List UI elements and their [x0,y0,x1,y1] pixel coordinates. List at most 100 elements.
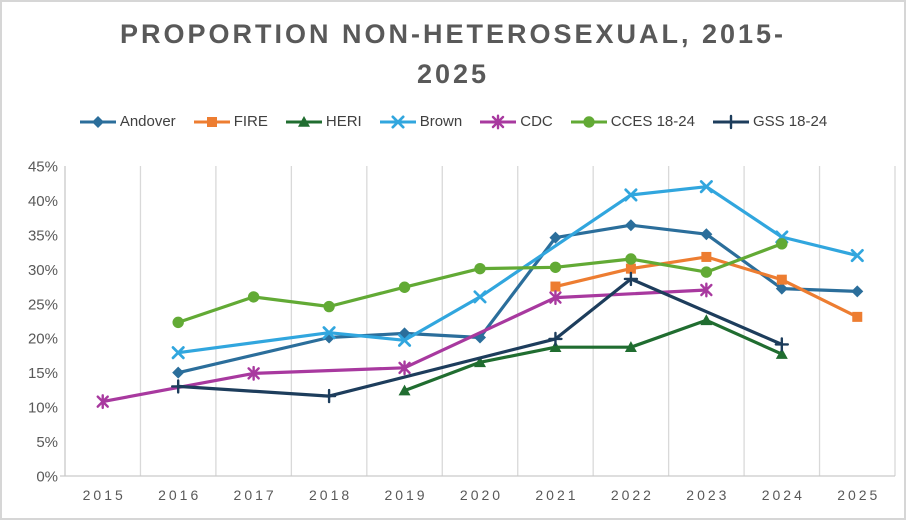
diamond-marker [775,282,788,295]
triangle-marker [624,341,637,352]
diamond-marker [549,231,562,244]
circle-marker [474,262,486,275]
x-tick-label: 2024 [762,487,805,503]
square-marker [206,116,217,127]
plus-marker [548,331,563,347]
series-line-cces-18-24 [176,242,784,324]
circle-marker [625,253,637,265]
star-marker [398,360,411,376]
legend-item-cces-18-24: CCES 18-24 [570,113,695,130]
triangle-marker [549,341,562,352]
circle-marker [398,281,411,293]
series-cdc [96,282,713,410]
x-tick-label: 2015 [83,487,126,503]
legend-label-andover: Andover [119,113,176,130]
legend-marker-brown [379,114,416,129]
y-tick-label: 10% [28,400,58,417]
legend-label-cdc: CDC [520,113,553,130]
x-tick-label: 2023 [686,487,729,503]
plus-marker [774,337,790,352]
plus-marker [623,271,639,287]
y-tick-label: 20% [28,331,58,348]
x-marker [391,114,405,129]
legend-item-brown: Brown [379,113,463,130]
triangle-marker [474,356,486,368]
y-tick-label: 40% [28,193,58,210]
star-marker [700,282,713,298]
legend-marker-fire [193,116,230,127]
square-marker [550,281,561,292]
diamond-marker [851,285,864,298]
x-tick-label: 2017 [234,487,277,503]
diamond-marker [91,115,104,128]
x-marker [397,333,412,347]
circle-marker [323,300,335,313]
x-marker [850,249,864,263]
legend-item-gss-18-24: GSS 18-24 [712,113,827,130]
triangle-marker [700,314,713,326]
circle-marker [776,238,788,250]
y-tick-label: 35% [28,227,58,244]
x-tick-label: 2022 [611,487,654,503]
chart-title: PROPORTION NON-HETEROSEXUAL, 2015- 2025 [2,14,904,94]
legend-marker-andover [79,115,116,128]
legend-marker-cdc [480,114,517,129]
legend-marker-gss-18-24 [712,114,749,129]
x-marker [473,290,487,304]
x-marker [624,188,638,202]
x-tick-label: 2021 [535,487,578,503]
triangle-marker [297,115,310,127]
x-marker [171,346,185,360]
diamond-marker [700,228,713,241]
square-marker [852,311,863,322]
y-tick-label: 45% [28,159,58,176]
plus-marker [170,379,186,394]
legend-label-heri: HERI [325,113,362,130]
series-line-brown [176,185,859,355]
x-tick-label: 2025 [837,487,880,503]
x-tick-label: 2019 [384,487,427,503]
x-tick-label: 2016 [158,487,201,503]
legend-marker-cces-18-24 [570,115,607,128]
star-marker [96,394,109,410]
star-marker [492,114,505,129]
chart-title-line-2: 2025 [416,59,490,89]
legend-label-fire: FIRE [233,113,268,130]
chart-legend: Andover FIRE HERI Brown CDC CCES 18-24 GSS 18-… [2,113,904,130]
legend-marker-heri [285,115,322,127]
plus-marker [723,114,739,129]
x-tick-label: 2020 [460,487,503,503]
star-marker [247,365,260,381]
plus-marker [321,388,337,404]
x-marker [322,326,336,340]
legend-item-heri: HERI [285,113,362,130]
triangle-marker [398,384,411,396]
x-tick-label: 2018 [309,487,352,503]
circle-marker [700,266,713,278]
legend-label-gss-18-24: GSS 18-24 [752,113,828,130]
legend-item-fire: FIRE [193,113,268,130]
y-tick-label: 5% [36,434,58,451]
square-marker [701,251,712,262]
legend-item-cdc: CDC [479,113,553,130]
square-marker [625,263,636,274]
circle-marker [172,316,184,329]
circle-marker [583,115,595,128]
star-marker [549,290,562,306]
y-tick-label: 25% [28,296,58,313]
diamond-marker [172,366,185,379]
series-line-heri [402,318,784,393]
y-tick-label: 0% [36,469,58,486]
legend-label-cces-18-24: CCES 18-24 [610,113,695,130]
circle-marker [247,291,260,303]
legend-label-brown: Brown [419,113,463,130]
diamond-marker [624,219,637,232]
series-gss-18-24 [170,271,790,404]
series-heri [398,314,788,396]
y-tick-label: 15% [28,365,58,382]
series-cces-18-24 [172,238,788,329]
y-tick-label: 30% [28,262,58,279]
circle-marker [549,261,562,273]
x-marker [699,180,713,194]
